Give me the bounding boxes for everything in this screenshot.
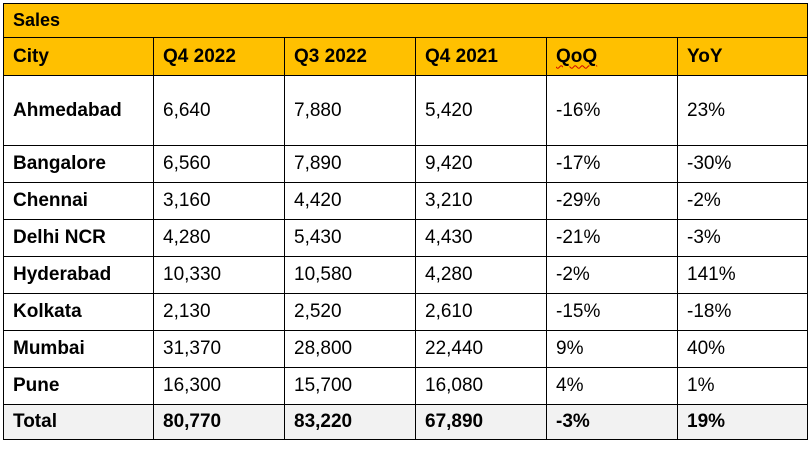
cell-q4-2022: 6,560 xyxy=(153,145,285,183)
table-header-row: City Q4 2022 Q3 2022 Q4 2021 QoQ YoY xyxy=(3,37,809,76)
cell-qoq: -29% xyxy=(546,182,678,220)
cell-yoy: 40% xyxy=(676,330,809,368)
cell-city: Pune xyxy=(3,367,154,405)
total-q4-2021: 67,890 xyxy=(415,404,547,440)
header-q4-2022: Q4 2022 xyxy=(153,37,285,76)
cell-q4-2022: 2,130 xyxy=(153,293,285,331)
cell-yoy: -18% xyxy=(676,293,809,331)
sales-table: Sales City Q4 2022 Q3 2022 Q4 2021 QoQ Y… xyxy=(2,3,809,440)
cell-q4-2022: 4,280 xyxy=(153,219,285,257)
cell-q4-2021: 3,210 xyxy=(415,182,547,220)
cell-qoq: -2% xyxy=(546,256,678,294)
cell-yoy: -3% xyxy=(676,219,809,257)
cell-yoy: 141% xyxy=(676,256,809,294)
table-row: Hyderabad 10,330 10,580 4,280 -2% 141% xyxy=(3,256,809,294)
cell-qoq: -16% xyxy=(546,75,678,146)
header-qoq-label: QoQ xyxy=(556,45,598,67)
cell-city: Delhi NCR xyxy=(3,219,154,257)
cell-q4-2021: 9,420 xyxy=(415,145,547,183)
table-row: Chennai 3,160 4,420 3,210 -29% -2% xyxy=(3,182,809,220)
cell-city: Kolkata xyxy=(3,293,154,331)
cell-q4-2022: 6,640 xyxy=(153,75,285,146)
cell-q4-2022: 3,160 xyxy=(153,182,285,220)
cell-qoq: -17% xyxy=(546,145,678,183)
cell-yoy: 23% xyxy=(676,75,809,146)
table-row: Mumbai 31,370 28,800 22,440 9% 40% xyxy=(3,330,809,368)
cell-city: Mumbai xyxy=(3,330,154,368)
table-row: Pune 16,300 15,700 16,080 4% 1% xyxy=(3,367,809,405)
table-row: Kolkata 2,130 2,520 2,610 -15% -18% xyxy=(3,293,809,331)
cell-q4-2021: 5,420 xyxy=(415,75,547,146)
cell-q4-2021: 16,080 xyxy=(415,367,547,405)
cell-q4-2022: 16,300 xyxy=(153,367,285,405)
cell-city: Ahmedabad xyxy=(3,75,154,146)
sales-table-container: Sales City Q4 2022 Q3 2022 Q4 2021 QoQ Y… xyxy=(2,3,809,440)
header-yoy: YoY xyxy=(676,37,809,76)
table-row: Bangalore 6,560 7,890 9,420 -17% -30% xyxy=(3,145,809,183)
total-q3-2022: 83,220 xyxy=(284,404,416,440)
header-q3-2022: Q3 2022 xyxy=(284,37,416,76)
cell-qoq: -21% xyxy=(546,219,678,257)
cell-q4-2021: 2,610 xyxy=(415,293,547,331)
header-city: City xyxy=(3,37,154,76)
cell-city: Bangalore xyxy=(3,145,154,183)
table-title: Sales xyxy=(2,3,809,38)
cell-q4-2022: 10,330 xyxy=(153,256,285,294)
cell-city: Hyderabad xyxy=(3,256,154,294)
table-title-row: Sales xyxy=(2,3,809,38)
table-row: Ahmedabad 6,640 7,880 5,420 -16% 23% xyxy=(3,75,809,146)
total-label: Total xyxy=(3,404,154,440)
cell-city: Chennai xyxy=(3,182,154,220)
cell-q3-2022: 2,520 xyxy=(284,293,416,331)
cell-qoq: -15% xyxy=(546,293,678,331)
table-row: Delhi NCR 4,280 5,430 4,430 -21% -3% xyxy=(3,219,809,257)
cell-q3-2022: 10,580 xyxy=(284,256,416,294)
header-qoq: QoQ xyxy=(546,37,678,76)
cell-yoy: 1% xyxy=(676,367,809,405)
cell-qoq: 4% xyxy=(546,367,678,405)
cell-q3-2022: 15,700 xyxy=(284,367,416,405)
cell-qoq: 9% xyxy=(546,330,678,368)
cell-yoy: -2% xyxy=(676,182,809,220)
cell-q4-2021: 4,280 xyxy=(415,256,547,294)
cell-q3-2022: 7,880 xyxy=(284,75,416,146)
cell-q3-2022: 28,800 xyxy=(284,330,416,368)
cell-q4-2022: 31,370 xyxy=(153,330,285,368)
total-qoq: -3% xyxy=(546,404,678,440)
cell-q3-2022: 5,430 xyxy=(284,219,416,257)
total-q4-2022: 80,770 xyxy=(153,404,285,440)
cell-q3-2022: 4,420 xyxy=(284,182,416,220)
total-row: Total 80,770 83,220 67,890 -3% 19% xyxy=(3,404,809,440)
total-yoy: 19% xyxy=(676,404,809,440)
header-q4-2021: Q4 2021 xyxy=(415,37,547,76)
cell-q3-2022: 7,890 xyxy=(284,145,416,183)
cell-q4-2021: 4,430 xyxy=(415,219,547,257)
cell-yoy: -30% xyxy=(676,145,809,183)
cell-q4-2021: 22,440 xyxy=(415,330,547,368)
